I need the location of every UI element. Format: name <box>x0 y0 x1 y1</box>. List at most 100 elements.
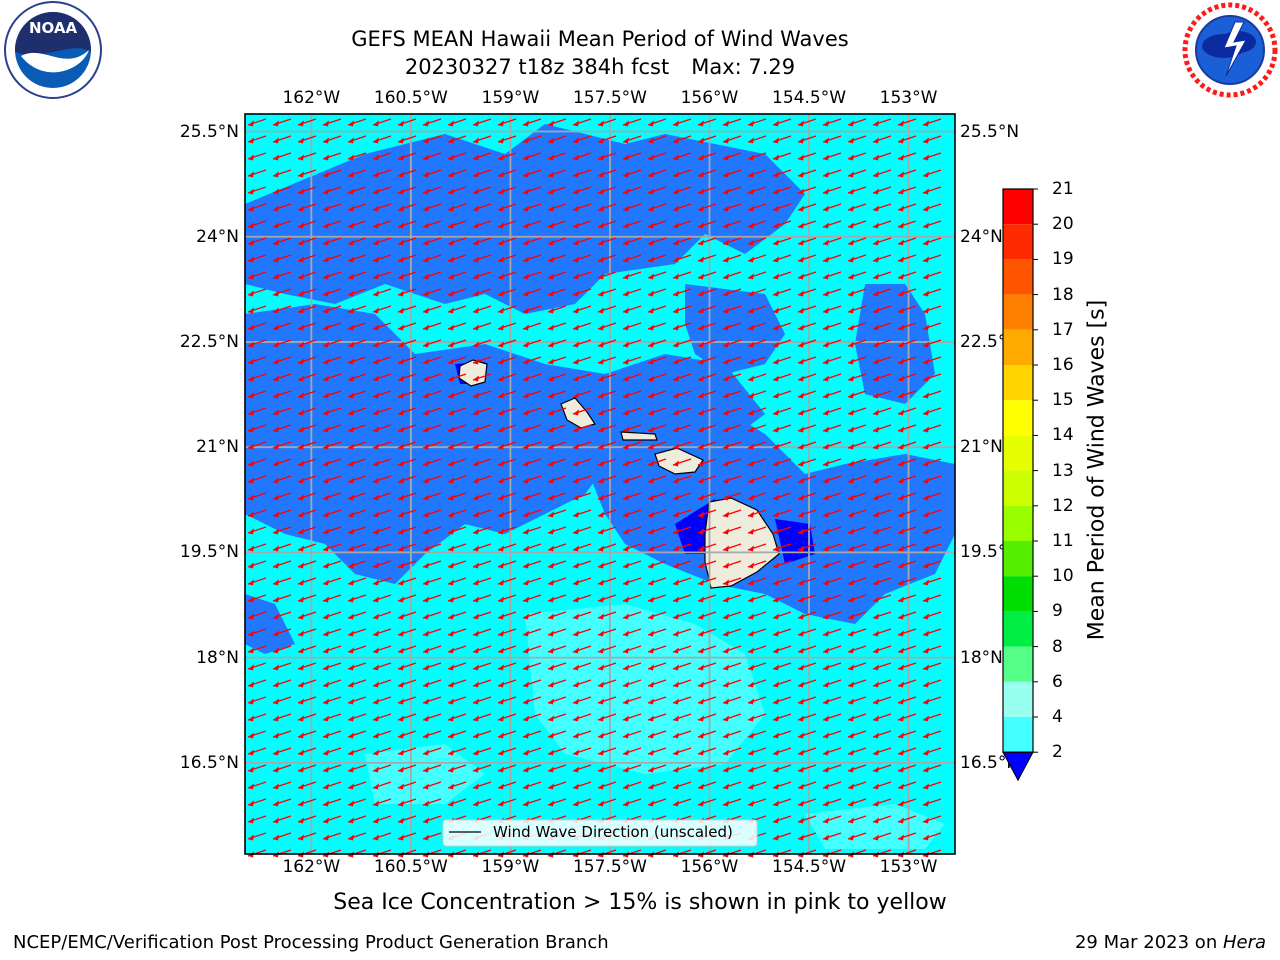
wave-direction-arrow <box>347 543 367 552</box>
wave-direction-arrow <box>747 118 767 127</box>
colorbar-segment <box>1003 470 1033 506</box>
wave-direction-arrow <box>572 764 592 773</box>
wave-direction-arrow <box>397 815 417 824</box>
wave-direction-arrow <box>322 373 342 382</box>
wave-direction-arrow <box>497 781 517 790</box>
wave-direction-arrow <box>797 339 817 348</box>
wave-direction-arrow <box>847 305 867 314</box>
wave-direction-arrow <box>397 220 417 229</box>
wave-direction-arrow <box>497 390 517 399</box>
wave-direction-arrow <box>747 662 767 671</box>
wave-direction-arrow <box>422 594 442 603</box>
wave-direction-arrow <box>822 356 842 365</box>
wave-direction-arrow <box>922 611 942 620</box>
colorbar-segment <box>1003 611 1033 647</box>
wave-direction-arrow <box>872 645 892 654</box>
wave-direction-arrow <box>447 560 467 569</box>
wave-direction-arrow <box>872 203 892 212</box>
wave-direction-arrow <box>622 543 642 552</box>
wave-direction-arrow <box>797 135 817 144</box>
wave-direction-arrow <box>697 271 717 280</box>
wave-direction-arrow <box>747 458 767 467</box>
wave-direction-arrow <box>797 407 817 416</box>
wave-direction-arrow <box>647 611 667 620</box>
wave-direction-arrow <box>772 305 792 314</box>
wave-direction-arrow <box>897 543 917 552</box>
wave-direction-arrow <box>797 696 817 705</box>
wave-direction-arrow <box>847 339 867 348</box>
wave-direction-arrow <box>272 543 292 552</box>
wave-direction-arrow <box>747 679 767 688</box>
wave-direction-arrow <box>847 526 867 535</box>
lon-tick-top: 153°W <box>879 88 938 108</box>
wave-direction-arrow <box>747 509 767 518</box>
wave-direction-arrow <box>922 220 942 229</box>
wave-direction-arrow <box>297 628 317 637</box>
wave-direction-arrow <box>247 237 267 246</box>
wave-direction-arrow <box>372 118 392 127</box>
wave-direction-arrow <box>672 781 692 790</box>
wave-direction-arrow <box>372 424 392 433</box>
wave-direction-arrow <box>922 543 942 552</box>
wave-direction-arrow <box>247 203 267 212</box>
wave-direction-arrow <box>422 424 442 433</box>
wave-direction-arrow <box>722 220 742 229</box>
wave-direction-arrow <box>247 713 267 722</box>
wave-direction-arrow <box>847 203 867 212</box>
wave-direction-arrow <box>522 186 542 195</box>
wave-direction-arrow <box>897 322 917 331</box>
wave-direction-arrow <box>322 169 342 178</box>
wave-direction-arrow <box>722 186 742 195</box>
wave-direction-arrow <box>722 730 742 739</box>
wave-direction-arrow <box>297 271 317 280</box>
wave-direction-arrow <box>572 679 592 688</box>
wave-direction-arrow <box>347 118 367 127</box>
wave-direction-arrow <box>722 645 742 654</box>
wave-direction-arrow <box>472 492 492 501</box>
wave-direction-arrow <box>572 696 592 705</box>
wave-direction-arrow <box>797 118 817 127</box>
wave-direction-arrow <box>872 356 892 365</box>
lon-tick-bottom: 162°W <box>282 857 341 877</box>
wave-direction-arrow <box>272 492 292 501</box>
wave-direction-arrow <box>397 152 417 161</box>
wave-direction-arrow <box>772 254 792 263</box>
wave-direction-arrow <box>797 645 817 654</box>
wave-direction-arrow <box>447 152 467 161</box>
wave-direction-arrow <box>547 458 567 467</box>
wave-direction-arrow <box>822 798 842 807</box>
wave-direction-arrow <box>397 373 417 382</box>
wave-direction-arrow <box>672 169 692 178</box>
wave-direction-arrow <box>297 305 317 314</box>
wave-direction-arrow <box>697 356 717 365</box>
wave-direction-arrow <box>872 237 892 246</box>
wave-direction-arrow <box>897 424 917 433</box>
wave-direction-arrow <box>247 254 267 263</box>
wave-direction-arrow <box>447 390 467 399</box>
wave-direction-arrow <box>522 339 542 348</box>
colorbar-segment <box>1003 365 1033 401</box>
wave-direction-arrow <box>697 322 717 331</box>
colorbar-segment <box>1003 646 1033 682</box>
colorbar-segment <box>1003 717 1033 753</box>
wave-direction-arrow <box>372 186 392 195</box>
wave-direction-arrow <box>647 220 667 229</box>
wave-direction-arrow <box>347 305 367 314</box>
wave-direction-arrow <box>672 135 692 144</box>
wave-direction-arrow <box>422 730 442 739</box>
wave-direction-arrow <box>472 288 492 297</box>
wave-direction-arrow <box>547 764 567 773</box>
wave-direction-arrow <box>397 254 417 263</box>
wave-direction-arrow <box>922 815 942 824</box>
wave-direction-arrow <box>697 424 717 433</box>
wave-direction-arrow <box>722 747 742 756</box>
wave-direction-arrow <box>597 560 617 569</box>
lon-tick-top: 162°W <box>282 88 341 108</box>
wave-direction-arrow <box>897 135 917 144</box>
wave-direction-arrow <box>922 339 942 348</box>
wave-direction-arrow <box>622 407 642 416</box>
wave-direction-arrow <box>897 577 917 586</box>
wave-direction-arrow <box>822 662 842 671</box>
wave-direction-arrow <box>572 169 592 178</box>
wave-direction-arrow <box>597 475 617 484</box>
